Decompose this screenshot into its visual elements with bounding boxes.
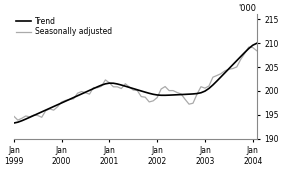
Legend: Trend, Seasonally adjusted: Trend, Seasonally adjusted <box>16 17 112 36</box>
Text: '000: '000 <box>239 4 257 13</box>
